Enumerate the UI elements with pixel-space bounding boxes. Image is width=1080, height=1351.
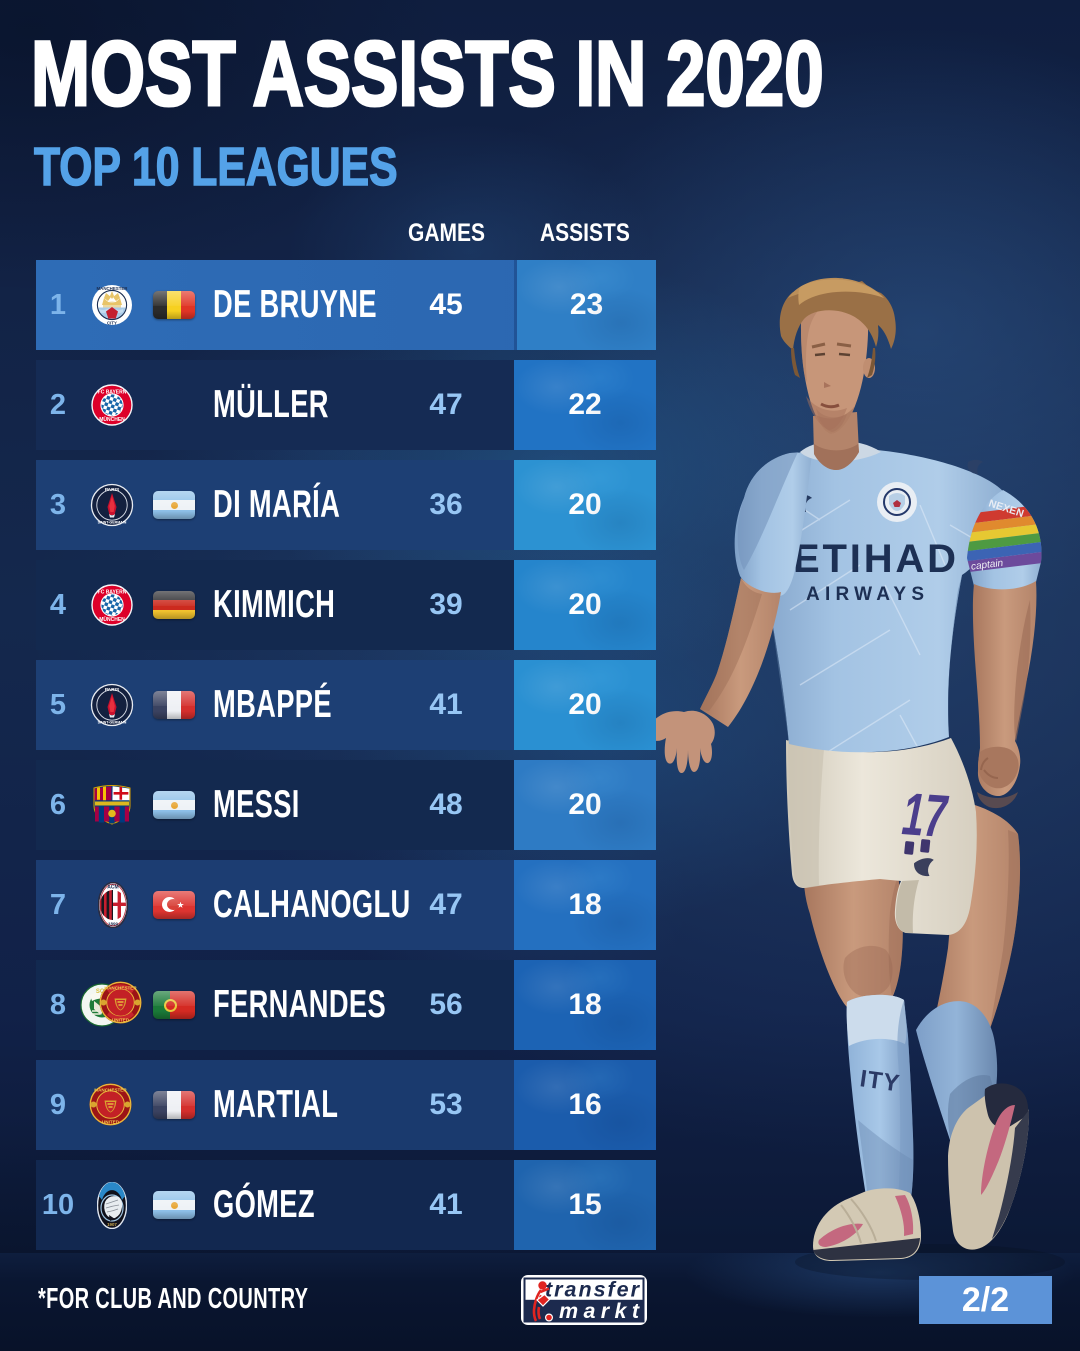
svg-text:17: 17 [900,780,951,850]
svg-text:PARIS: PARIS [105,687,120,693]
svg-text:UNITED: UNITED [112,1018,130,1023]
svg-text:captain: captain [970,558,1004,573]
svg-text:MANCHESTER: MANCHESTER [97,286,129,291]
svg-text:MANCHESTER: MANCHESTER [104,986,137,991]
svg-text:AIRWAYS: AIRWAYS [806,584,930,605]
svg-text:transfer: transfer [545,1278,641,1302]
svg-text:SAINT-GERMAIN: SAINT-GERMAIN [98,521,127,525]
svg-text:PARIS: PARIS [105,487,120,493]
svg-text:SAINT-GERMAIN: SAINT-GERMAIN [98,721,127,725]
svg-text:MÜNCHEN: MÜNCHEN [99,416,125,423]
svg-text:FC BAYERN: FC BAYERN [98,390,127,396]
svg-text:ITY: ITY [858,1065,902,1097]
svg-text:MÜNCHEN: MÜNCHEN [99,616,125,623]
svg-text:FC BAYERN: FC BAYERN [98,590,127,596]
svg-text:1899: 1899 [108,922,119,927]
svg-text:UNITED: UNITED [102,1120,120,1125]
svg-text:ETIHAD: ETIHAD [793,537,959,581]
svg-text:ACM: ACM [107,885,118,891]
svg-text:MANCHESTER: MANCHESTER [94,1088,127,1093]
svg-text:SCP: SCP [96,989,108,995]
svg-text:CITY: CITY [107,320,117,325]
svg-text:1907: 1907 [107,1222,117,1227]
